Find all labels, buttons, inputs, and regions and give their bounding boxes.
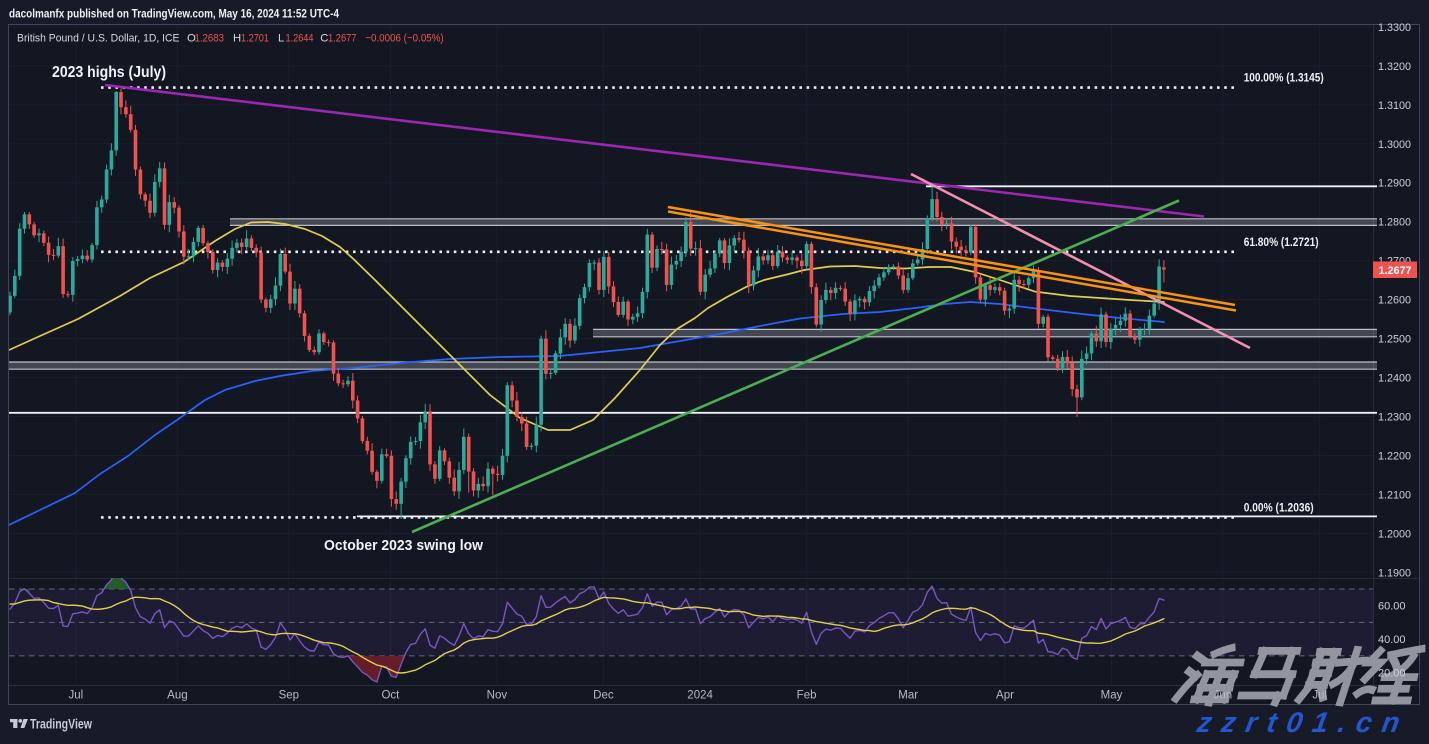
- svg-text:British Pound / U.S. Dollar, 1: British Pound / U.S. Dollar, 1D, ICE: [17, 33, 180, 45]
- svg-text:TradingView: TradingView: [30, 717, 92, 732]
- svg-text:Dec: Dec: [593, 690, 614, 702]
- svg-text:60.00: 60.00: [1378, 601, 1406, 613]
- svg-text:Aug: Aug: [167, 690, 187, 702]
- svg-text:−0.0006 (−0.05%): −0.0006 (−0.05%): [365, 33, 444, 45]
- svg-text:L: L: [278, 33, 284, 45]
- svg-text:1.2000: 1.2000: [1378, 528, 1411, 540]
- svg-text:1.2600: 1.2600: [1378, 295, 1411, 307]
- svg-text:Apr: Apr: [996, 690, 1014, 702]
- svg-text:C: C: [320, 33, 328, 45]
- svg-text:61.80% (1.2721): 61.80% (1.2721): [1244, 237, 1319, 249]
- svg-text:1.1900: 1.1900: [1378, 567, 1411, 579]
- svg-text:1.2644: 1.2644: [286, 33, 314, 45]
- svg-text:May: May: [1101, 690, 1123, 702]
- svg-text:Oct: Oct: [381, 690, 400, 702]
- svg-text:2024: 2024: [687, 690, 713, 702]
- svg-text:O: O: [187, 33, 196, 45]
- svg-text:1.2677: 1.2677: [328, 33, 357, 45]
- svg-text:1.3100: 1.3100: [1378, 100, 1411, 112]
- svg-text:0.00% (1.2036): 0.00% (1.2036): [1244, 503, 1314, 515]
- svg-text:Jul: Jul: [1312, 690, 1327, 702]
- svg-text:100.00% (1.3145): 100.00% (1.3145): [1244, 73, 1324, 85]
- svg-text:2023 highs (July): 2023 highs (July): [52, 64, 166, 81]
- svg-text:1.3000: 1.3000: [1378, 139, 1411, 151]
- svg-text:1.2701: 1.2701: [241, 33, 269, 45]
- svg-text:1.2200: 1.2200: [1378, 451, 1411, 463]
- svg-text:1.2800: 1.2800: [1378, 217, 1411, 229]
- svg-text:1.3200: 1.3200: [1378, 61, 1411, 73]
- svg-text:Jul: Jul: [68, 690, 83, 702]
- svg-text:Mar: Mar: [898, 690, 918, 702]
- svg-text:Jun: Jun: [1214, 690, 1233, 702]
- svg-text:40.00: 40.00: [1378, 634, 1406, 646]
- svg-text:October 2023 swing low: October 2023 swing low: [324, 538, 484, 554]
- svg-text:1.2900: 1.2900: [1378, 178, 1411, 190]
- svg-text:1.3300: 1.3300: [1378, 22, 1411, 34]
- svg-text:zzrt01.cn: zzrt01.cn: [1194, 707, 1413, 739]
- svg-text:1.2677: 1.2677: [1379, 265, 1412, 277]
- svg-text:1.2500: 1.2500: [1378, 334, 1411, 346]
- svg-text:Sep: Sep: [279, 690, 299, 702]
- svg-text:Feb: Feb: [797, 690, 817, 702]
- svg-text:dacolmanfx published on Tradin: dacolmanfx published on TradingView.com,…: [9, 7, 339, 21]
- svg-text:Nov: Nov: [487, 690, 508, 702]
- svg-text:1.2100: 1.2100: [1378, 489, 1411, 501]
- svg-text:20.00: 20.00: [1378, 668, 1406, 680]
- svg-text:1.2400: 1.2400: [1378, 373, 1411, 385]
- svg-text:1.2683: 1.2683: [195, 33, 225, 45]
- svg-text:1.2300: 1.2300: [1378, 412, 1411, 424]
- svg-text:H: H: [233, 33, 241, 45]
